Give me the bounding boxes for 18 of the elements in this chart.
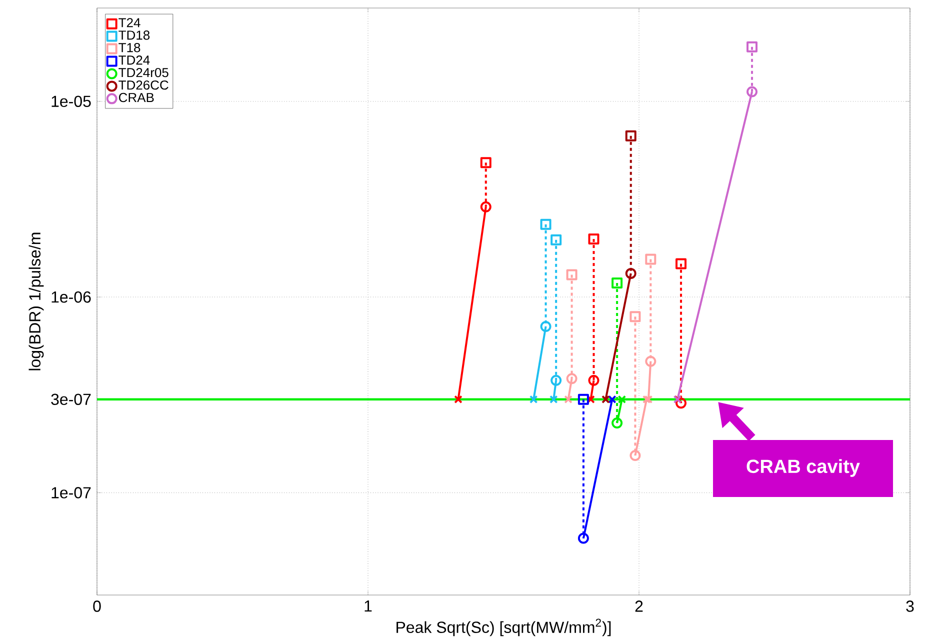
y-tick-label: 3e-07 (51, 394, 91, 406)
legend-label: CRAB (118, 92, 154, 102)
y-axis-title: log(BDR) 1/pulse/m (28, 232, 44, 370)
legend-label: TD24r05 (118, 68, 168, 78)
x-tick-label: 3 (906, 600, 914, 612)
y-tick-label: 1e-05 (52, 96, 91, 108)
legend-label: TD26CC (118, 80, 168, 90)
y-tick-label: 1e-07 (52, 487, 91, 498)
x-axis-title: Peak Sqrt(Sc) [sqrt(MW/mm$^{2}$)] (396, 618, 611, 636)
y-tick-label: 1e-06 (52, 291, 91, 303)
x-tick-label: 1 (364, 600, 372, 612)
x-tick-label: 0 (93, 600, 101, 612)
legend-label: TD18 (118, 30, 150, 40)
legend-label: T24 (118, 18, 140, 28)
legend-label: TD24 (118, 56, 150, 65)
annotation: CRAB cavity (746, 459, 860, 477)
x-tick-label: 2 (635, 600, 643, 612)
legend-label: T18 (118, 43, 140, 52)
